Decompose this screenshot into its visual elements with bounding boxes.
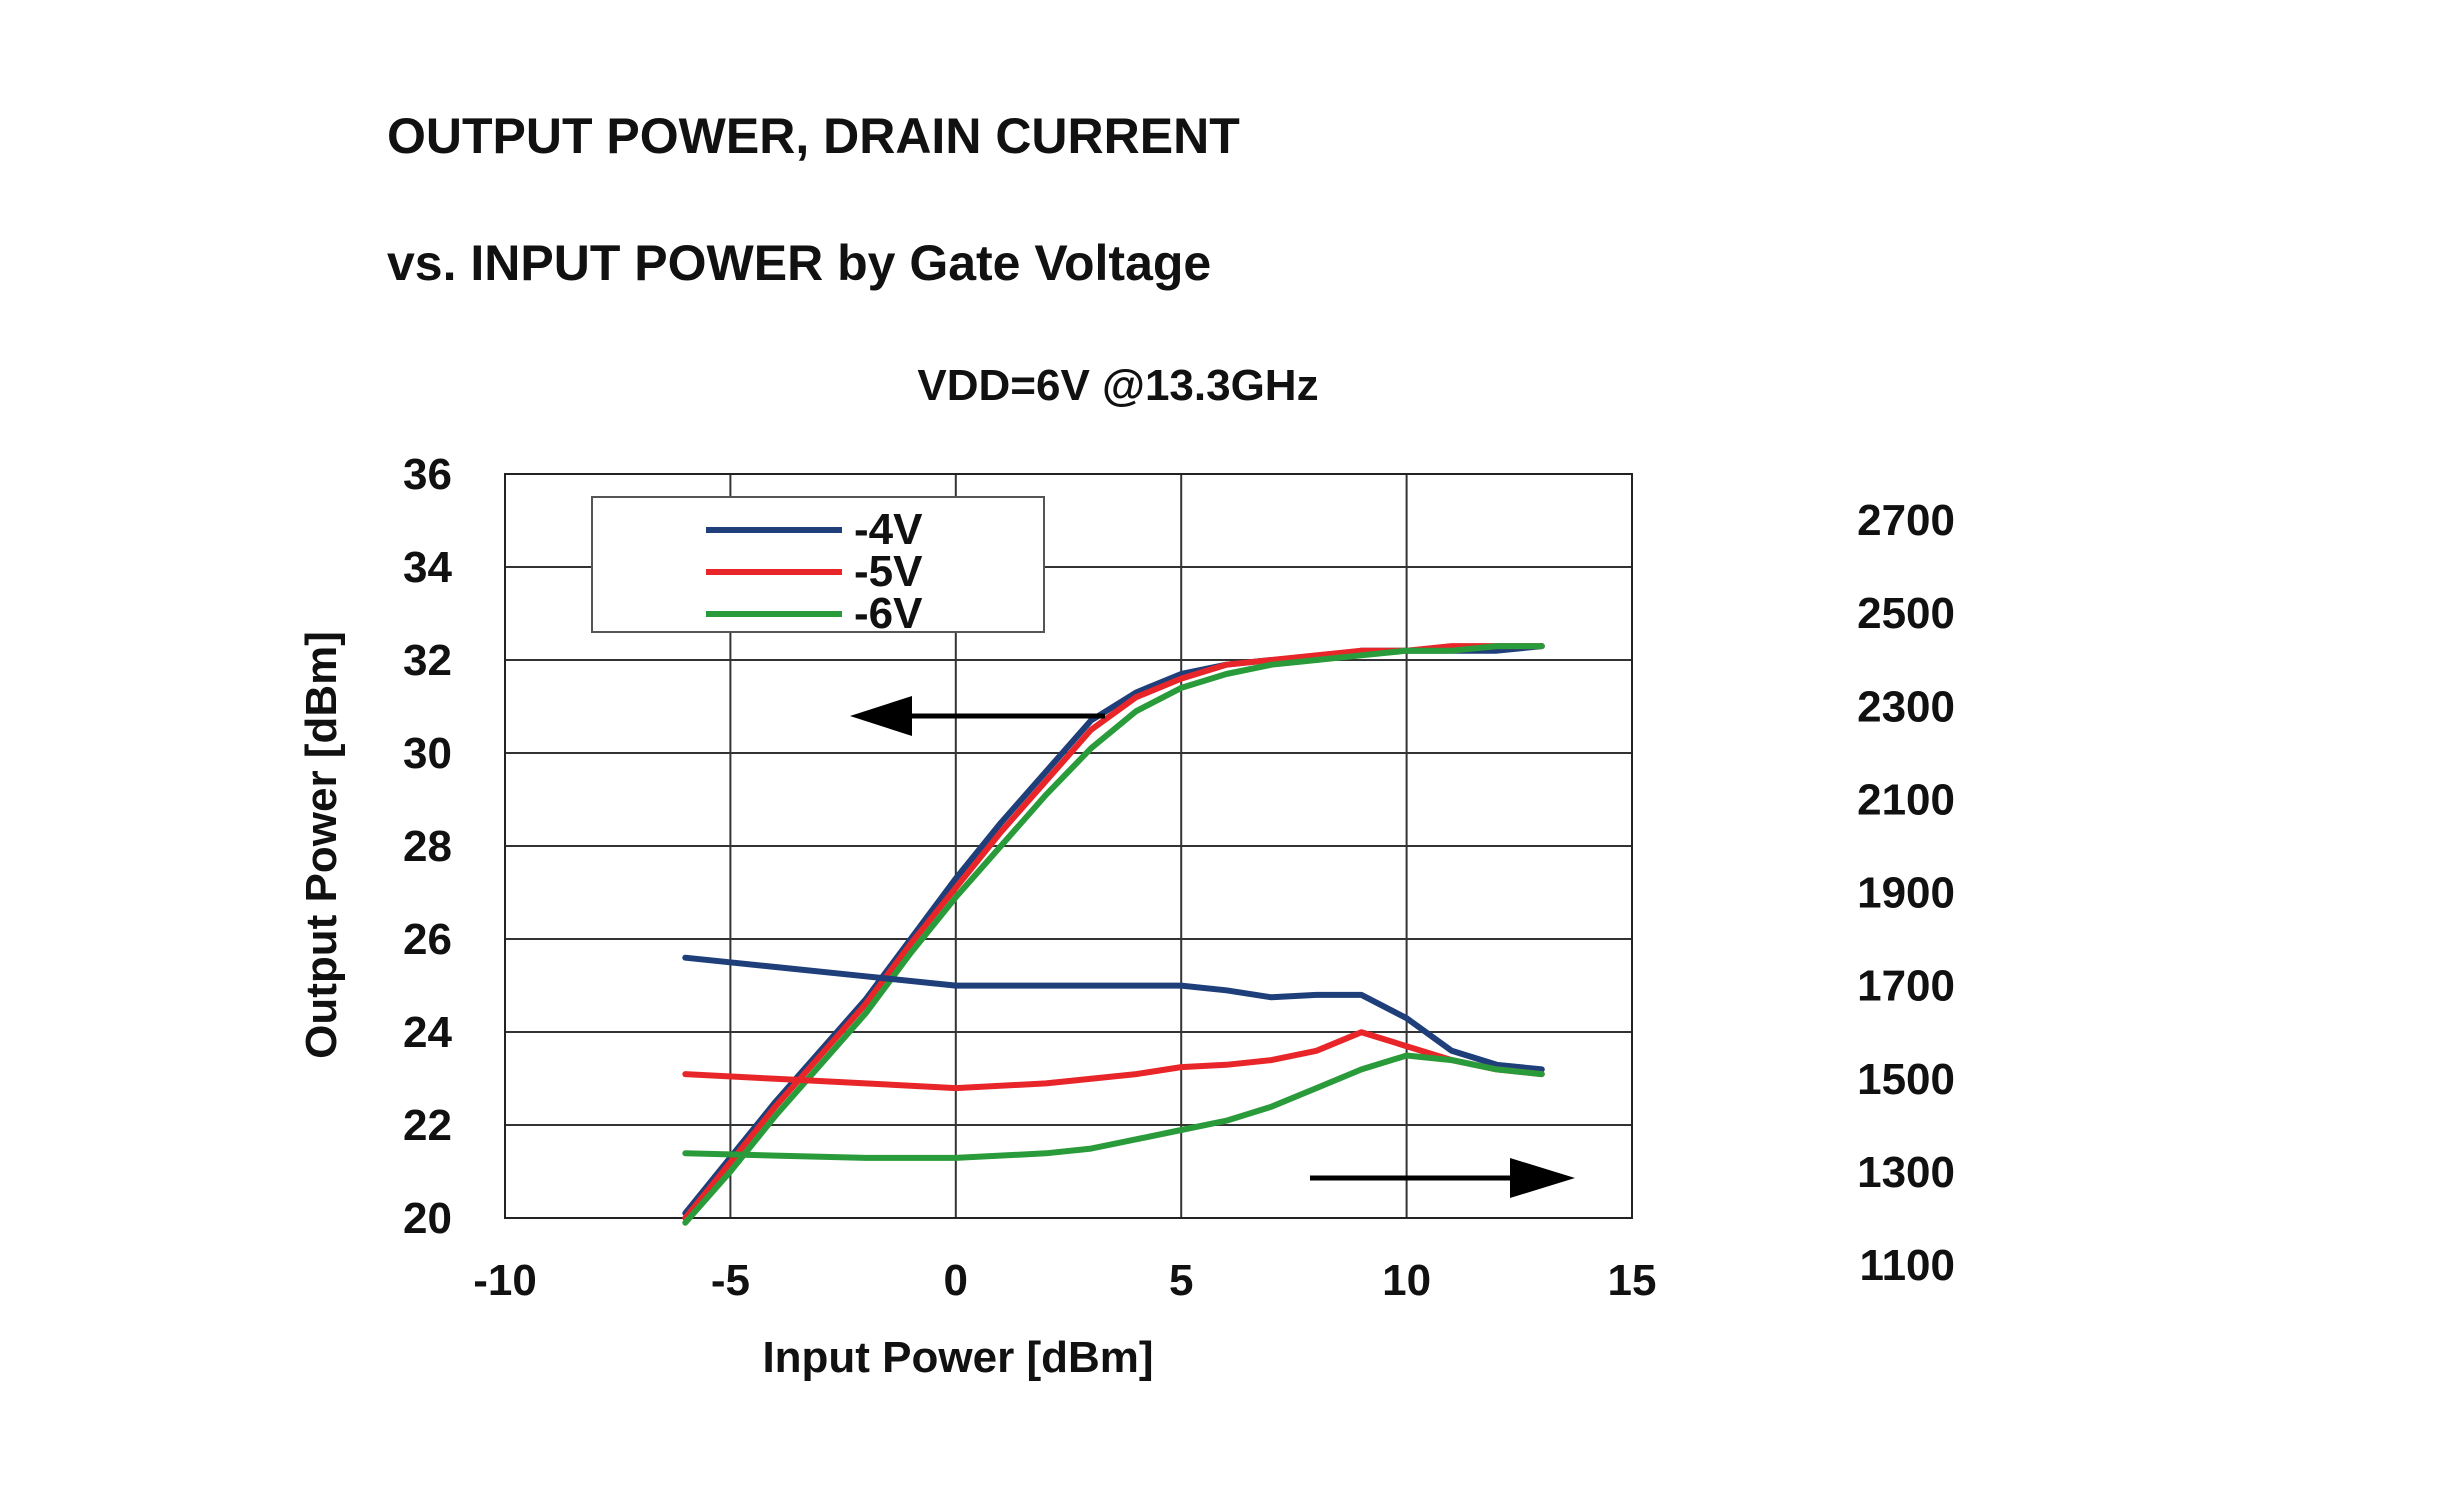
y-axis-label: Output Power [dBm] <box>297 631 346 1059</box>
x-tick-label: 5 <box>1169 1256 1193 1305</box>
x-tick-label: -5 <box>711 1256 750 1305</box>
y2-tick-label: 1100 <box>1860 1241 1955 1290</box>
legend-label: -4V <box>854 505 923 554</box>
y-axis-right-ticks: 1100 1300 1500 1700 1900 2100 2300 2500 2700 <box>1857 496 1955 1290</box>
series-neg6v-output-power <box>682 643 1545 1226</box>
y-tick-label: 30 <box>403 729 452 778</box>
plot-area <box>504 473 1633 1219</box>
series-neg4v-drain-current <box>682 954 1545 1073</box>
y-tick-label: 32 <box>403 636 452 685</box>
series-neg5v-drain-current <box>682 1029 1545 1092</box>
x-tick-label: 15 <box>1608 1256 1657 1305</box>
y-tick-label: 26 <box>403 915 452 964</box>
y-axis-left-ticks: 20 22 24 26 28 30 32 34 36 <box>403 450 452 1243</box>
page-title-line2: vs. INPUT POWER by Gate Voltage <box>387 235 1211 291</box>
y-tick-label: 28 <box>403 822 452 871</box>
y-tick-label: 34 <box>403 543 452 592</box>
x-tick-label: 0 <box>944 1256 968 1305</box>
y2-tick-label: 1500 <box>1857 1055 1955 1104</box>
series-neg6v-drain-current <box>682 1052 1545 1161</box>
legend-label: -5V <box>854 547 923 596</box>
y2-tick-label: 2100 <box>1857 775 1955 824</box>
chart-title: VDD=6V @13.3GHz <box>917 361 1318 410</box>
legend: -4V-5V-6V <box>591 496 1045 638</box>
series-layer <box>682 643 1545 1226</box>
y2-tick-label: 2300 <box>1857 682 1955 731</box>
legend-label: -6V <box>854 589 923 638</box>
y2-tick-label: 1700 <box>1857 962 1955 1011</box>
legend-box <box>591 496 1045 633</box>
x-axis-ticks: -10 -5 0 5 10 15 <box>473 1256 1656 1305</box>
arrow-right-axis-indicator <box>1310 1158 1575 1198</box>
y-tick-label: 36 <box>403 450 452 499</box>
y2-tick-label: 1900 <box>1857 869 1955 918</box>
arrow-left-axis-indicator <box>850 696 1105 736</box>
y-tick-label: 24 <box>403 1008 452 1057</box>
y-tick-label: 22 <box>403 1101 452 1150</box>
x-tick-label: -10 <box>473 1256 537 1305</box>
y2-tick-label: 2700 <box>1857 496 1955 545</box>
y2-tick-label: 2500 <box>1857 589 1955 638</box>
x-tick-label: 10 <box>1382 1256 1431 1305</box>
x-axis-label: Input Power [dBm] <box>762 1333 1153 1382</box>
page-title-line1: OUTPUT POWER, DRAIN CURRENT <box>387 108 1240 164</box>
y2-tick-label: 1300 <box>1857 1148 1955 1197</box>
y-tick-label: 20 <box>403 1194 452 1243</box>
